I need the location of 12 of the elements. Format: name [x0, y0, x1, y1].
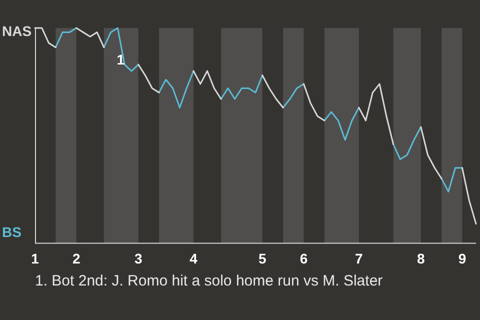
x-tick-label: 1 — [31, 250, 40, 266]
x-tick-label: 5 — [258, 250, 266, 266]
x-tick-label: 7 — [354, 250, 363, 266]
x-tick-label: 2 — [72, 250, 80, 266]
x-tick-label: 6 — [300, 250, 308, 266]
text: 1. Bot 2nd: J. Romo hit a solo home run vs M. Slater — [35, 272, 383, 290]
series-label: NAS — [2, 22, 32, 39]
text: BS — [2, 224, 22, 240]
x-tick-label: 9 — [458, 250, 466, 266]
x-tick-label: 8 — [416, 250, 425, 266]
x-tick-label: 3 — [134, 250, 142, 266]
x-tick-label: 4 — [190, 250, 198, 266]
